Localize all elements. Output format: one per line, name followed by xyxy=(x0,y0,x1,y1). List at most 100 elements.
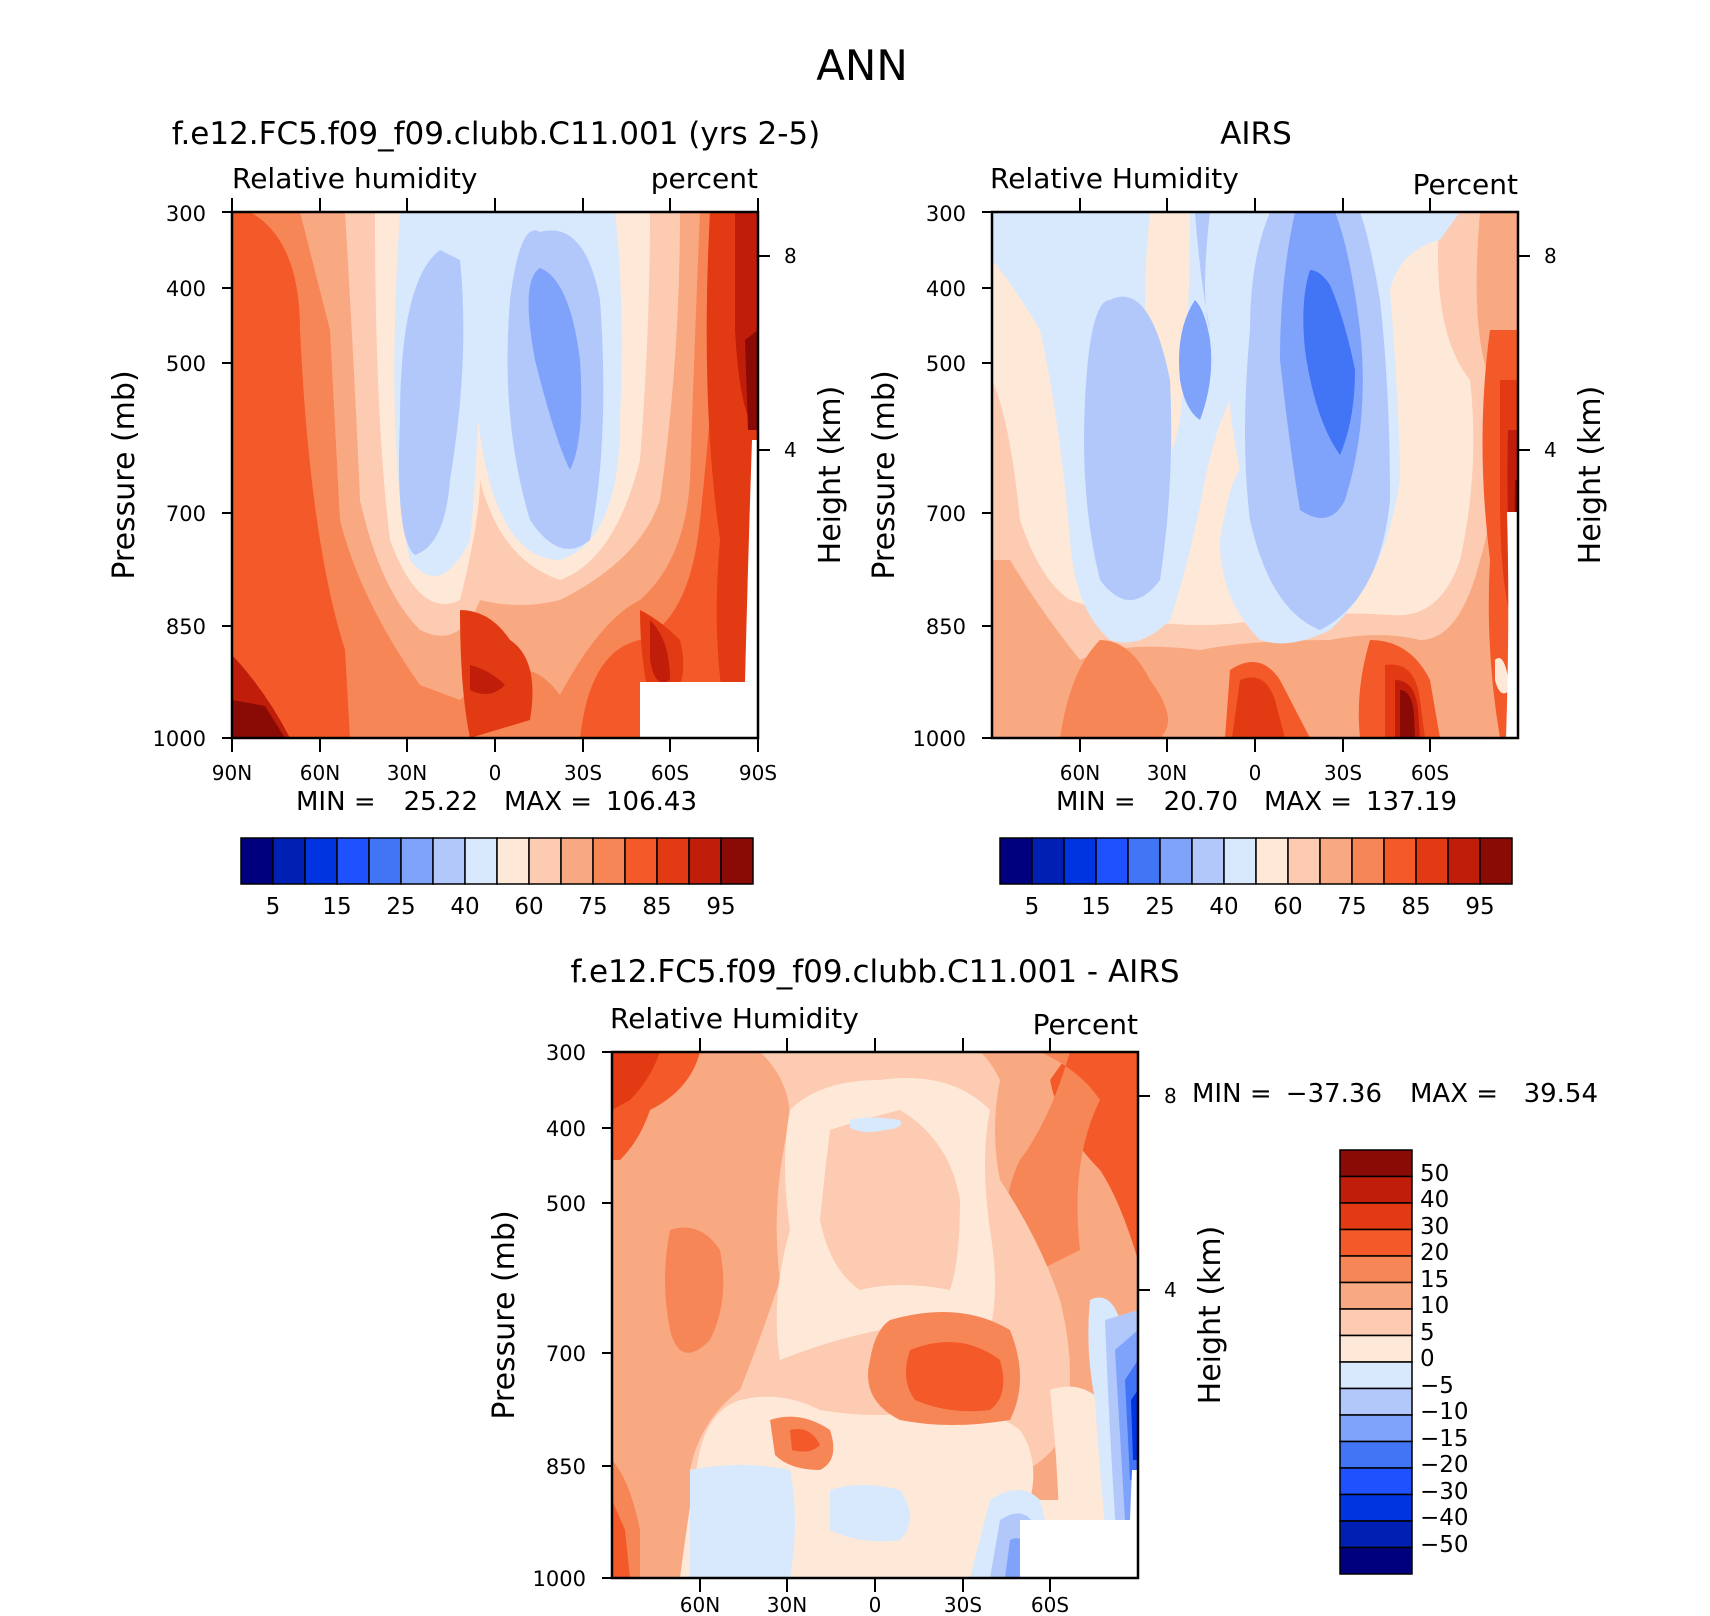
y-tick-label: 500 xyxy=(166,352,206,376)
y-tick-label: 1000 xyxy=(533,1567,586,1591)
colorbar-swatch xyxy=(432,837,466,885)
colorbar-swatch xyxy=(368,837,402,885)
colorbar-label: −50 xyxy=(1420,1532,1469,1558)
colorbar-swatch xyxy=(1095,837,1129,885)
y-ticks-left: 300 400 500 700 850 1000 xyxy=(533,1041,612,1591)
colorbar-swatch xyxy=(688,837,722,885)
x-tick-label: 0 xyxy=(869,1593,882,1616)
colorbar-swatch xyxy=(400,837,434,885)
colorbar-swatch xyxy=(272,837,306,885)
colorbar-swatch xyxy=(1447,837,1481,885)
max-label: MAX = xyxy=(1410,1079,1498,1109)
x-tick-label: 30N xyxy=(767,1593,807,1616)
panel-difference: f.e12.FC5.f09_f09.clubb.C11.001 - AIRS R… xyxy=(487,954,1598,1616)
colorbar-swatch xyxy=(304,837,338,885)
colorbar-swatch xyxy=(1319,837,1353,885)
max-value: 137.19 xyxy=(1366,787,1457,817)
colorbar-label: 10 xyxy=(1420,1293,1449,1319)
colorbar-swatch xyxy=(656,837,690,885)
figure-title: ANN xyxy=(816,41,908,90)
colorbar-swatch xyxy=(1415,837,1449,885)
colorbar-label: 40 xyxy=(1420,1187,1449,1213)
colorbar-label: 40 xyxy=(450,894,479,920)
panel-right-label: percent xyxy=(651,162,758,195)
y-tick-label: 700 xyxy=(546,1342,586,1366)
colorbar-swatch xyxy=(336,837,370,885)
max-label: MAX = xyxy=(504,787,592,817)
colorbar-swatch xyxy=(240,837,274,885)
colorbar-label: 75 xyxy=(1337,894,1366,920)
colorbar-label: 95 xyxy=(706,894,735,920)
colorbar-label: 95 xyxy=(1465,894,1494,920)
y-tick-label: 1000 xyxy=(153,727,206,751)
colorbar-label: 15 xyxy=(322,894,351,920)
contour-field xyxy=(232,212,758,738)
y-ticks-left: 300 400 500 700 850 1000 xyxy=(913,202,992,751)
x-tick-label: 30S xyxy=(564,761,602,785)
panel-title: AIRS xyxy=(1220,116,1292,152)
colorbar-swatch xyxy=(1063,837,1097,885)
min-value: 20.70 xyxy=(1164,787,1238,817)
colorbar-label: 60 xyxy=(1273,894,1302,920)
colorbar-swatch xyxy=(1339,1493,1413,1522)
y-tick-label: 400 xyxy=(166,277,206,301)
colorbar-swatch xyxy=(1339,1334,1413,1363)
max-value: 106.43 xyxy=(606,787,697,817)
x-tick-label: 90S xyxy=(739,761,777,785)
colorbar-label: 15 xyxy=(1081,894,1110,920)
colorbar-swatch xyxy=(1339,1149,1413,1178)
colorbar-label: 30 xyxy=(1420,1214,1449,1240)
colorbar-swatch xyxy=(1339,1308,1413,1337)
y-tick-label: 500 xyxy=(926,352,966,376)
y-tick-label: 400 xyxy=(546,1117,586,1141)
colorbar-swatch xyxy=(1339,1255,1413,1284)
colorbar-label: −40 xyxy=(1420,1505,1469,1531)
colorbar-label: 85 xyxy=(1401,894,1430,920)
y-tick-label: 300 xyxy=(166,202,206,226)
panel-right-label: Percent xyxy=(1413,168,1518,201)
colorbar-label: 50 xyxy=(1420,1161,1449,1187)
y-axis-label: Pressure (mb) xyxy=(107,370,142,579)
min-label: MIN = xyxy=(1056,787,1136,817)
y-tick-label: 850 xyxy=(166,615,206,639)
x-tick-label: 30N xyxy=(387,761,427,785)
colorbar-label: 85 xyxy=(642,894,671,920)
height-tick-label: 4 xyxy=(784,438,797,462)
x-tick-label: 30S xyxy=(1324,761,1362,785)
colorbar-swatch xyxy=(1339,1467,1413,1496)
min-max-readout: MIN = 20.70 MAX = 137.19 xyxy=(1056,787,1457,817)
colorbar-swatch xyxy=(1191,837,1225,885)
x-tick-label: 90N xyxy=(212,761,252,785)
colorbar-label: −15 xyxy=(1420,1426,1469,1452)
height-tick-label: 4 xyxy=(1164,1278,1177,1302)
x-tick-label: 60N xyxy=(680,1593,720,1616)
y2-axis-label: Height (km) xyxy=(1193,1226,1228,1405)
height-tick-label: 8 xyxy=(1544,244,1557,268)
colorbar: 5 15 25 40 60 75 85 95 xyxy=(999,837,1513,920)
min-value: −37.36 xyxy=(1286,1079,1382,1109)
min-max-readout: MIN = 25.22 MAX = 106.43 xyxy=(296,787,697,817)
min-max-readout: MIN = −37.36 MAX = 39.54 xyxy=(1192,1079,1598,1109)
panel-model: f.e12.FC5.f09_f09.clubb.C11.001 (yrs 2-5… xyxy=(107,116,848,920)
y-tick-label: 1000 xyxy=(913,727,966,751)
colorbar-swatch xyxy=(1031,837,1065,885)
colorbar-label: −5 xyxy=(1420,1373,1454,1399)
colorbar-swatch xyxy=(1339,1175,1413,1204)
colorbar-label: 75 xyxy=(578,894,607,920)
min-label: MIN = xyxy=(296,787,376,817)
colorbar-swatch xyxy=(464,837,498,885)
colorbar-swatch xyxy=(1339,1361,1413,1390)
x-ticks: 60N 30N 0 30S 60S xyxy=(1060,198,1449,785)
panel-title: f.e12.FC5.f09_f09.clubb.C11.001 - AIRS xyxy=(570,954,1179,990)
panel-left-label: Relative Humidity xyxy=(990,162,1239,195)
colorbar-swatch xyxy=(624,837,658,885)
colorbar-swatch xyxy=(1339,1440,1413,1469)
x-ticks: 90N 60N 30N 0 30S 60S 90S xyxy=(212,198,777,785)
y-tick-label: 300 xyxy=(926,202,966,226)
colorbar-swatch xyxy=(1339,1520,1413,1549)
y-axis-label: Pressure (mb) xyxy=(487,1210,522,1419)
y-tick-label: 700 xyxy=(166,502,206,526)
colorbar-swatch xyxy=(1127,837,1161,885)
contour-field xyxy=(992,212,1518,738)
